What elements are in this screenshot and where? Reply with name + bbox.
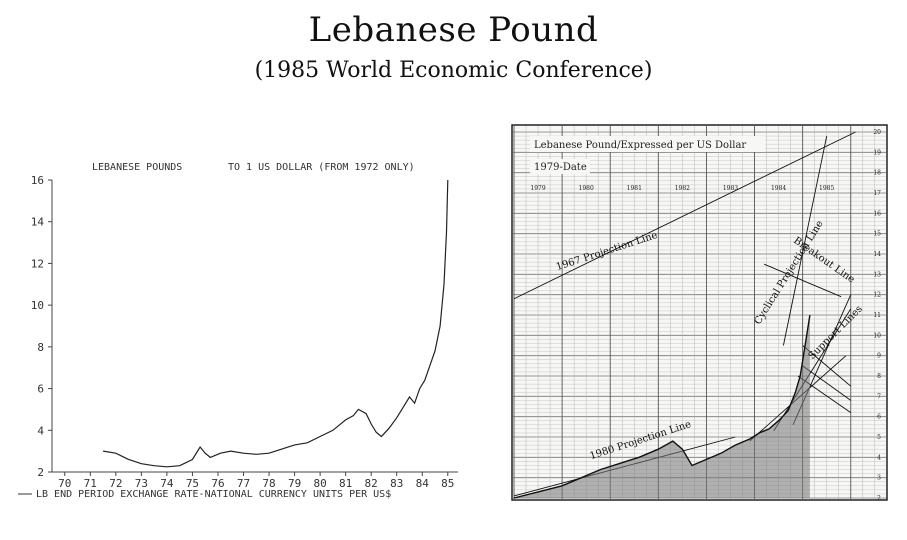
right-chart-title: Lebanese Pound/Expressed per US Dollar: [534, 140, 746, 151]
right-y-tick-label: 10: [873, 332, 881, 339]
left-x-tick-label: 80: [313, 477, 326, 490]
right-y-tick-label: 14: [873, 251, 881, 258]
left-x-tick-label: 72: [109, 477, 122, 490]
right-y-tick-label: 7: [877, 393, 881, 400]
left-x-tick-label: 83: [390, 477, 403, 490]
right-y-tick-label: 13: [873, 271, 881, 278]
left-x-tick-label: 79: [288, 477, 301, 490]
left-exchange-rate-chart: LEBANESE POUNDS TO 1 US DOLLAR (FROM 197…: [18, 162, 458, 500]
right-y-tick-label: 20: [873, 129, 881, 136]
left-series-line: [103, 179, 449, 468]
right-y-tick-label: 11: [873, 312, 881, 319]
right-y-tick-label: 18: [873, 170, 881, 177]
left-y-tick-label: 4: [37, 424, 44, 437]
right-trend-line: [802, 345, 852, 387]
right-chart-subtitle: 1979-Date: [534, 162, 587, 173]
right-series-line: [513, 314, 811, 499]
left-y-tick-label: 6: [37, 383, 44, 396]
right-x-tick-label: 1980: [579, 185, 594, 192]
right-x-tick-label: 1984: [771, 185, 786, 192]
left-x-tick-label: 70: [58, 477, 71, 490]
left-x-tick-label: 71: [84, 477, 97, 490]
right-exchange-rate-chart: 2 3 4 5 6 7 8 9 10 11 12 13 14 15 16 17 18 19 20 1979 1980 1…: [511, 124, 888, 502]
right-x-tick-label: 1985: [819, 185, 834, 192]
right-y-tick-label: 19: [873, 149, 881, 156]
right-y-tick-label: 12: [873, 292, 881, 299]
left-y-tick-label: 12: [31, 257, 44, 270]
left-legend-text: LB END PERIOD EXCHANGE RATE-NATIONAL CUR…: [36, 489, 391, 500]
left-x-tick-label: 75: [186, 477, 199, 490]
left-x-tick-label: 76: [211, 477, 224, 490]
right-series-area: [514, 315, 810, 498]
right-trend-line: [513, 131, 856, 300]
right-trend-line: [763, 263, 842, 298]
left-y-tick-label: 8: [37, 341, 44, 354]
right-y-tick-label: 17: [873, 190, 881, 197]
right-x-tick-label: 1983: [723, 185, 738, 192]
right-trend-line: [773, 308, 852, 432]
right-y-tick-label: 4: [877, 454, 881, 461]
right-chart-frame: [511, 124, 888, 501]
right-x-tick-label: 1979: [530, 185, 545, 192]
left-y-tick-label: 16: [31, 174, 44, 187]
left-y-tick-label: 10: [31, 299, 44, 312]
right-y-tick-label: 5: [877, 434, 881, 441]
left-x-tick-label: 85: [441, 477, 454, 490]
page-title: Lebanese Pound: [308, 10, 599, 50]
left-x-tick-label: 84: [416, 477, 430, 490]
right-y-tick-label: 9: [877, 353, 881, 360]
right-y-tick-label: 8: [877, 373, 881, 380]
right-trend-line: [782, 135, 828, 346]
right-y-tick-label: 3: [877, 475, 881, 482]
right-x-tick-label: 1981: [627, 185, 642, 192]
left-x-tick-label: 74: [160, 477, 174, 490]
right-x-tick-label: 1982: [675, 185, 690, 192]
right-y-tick-label: 6: [877, 414, 881, 421]
left-y-tick-label: 14: [31, 216, 45, 229]
right-trend-line: [802, 365, 852, 401]
left-x-tick-label: 78: [262, 477, 275, 490]
right-y-tick-label: 15: [873, 231, 881, 238]
left-x-tick-label: 82: [365, 477, 378, 490]
left-x-tick-label: 77: [237, 477, 250, 490]
page-subtitle: (1985 World Economic Conference): [254, 58, 653, 83]
right-y-tick-label: 16: [873, 210, 881, 217]
left-x-tick-label: 73: [135, 477, 148, 490]
left-chart-title: LEBANESE POUNDS: [92, 162, 182, 173]
left-x-tick-label: 81: [339, 477, 352, 490]
left-chart-subtitle: TO 1 US DOLLAR (FROM 1972 ONLY): [228, 162, 415, 173]
right-y-tick-label: 2: [877, 495, 881, 502]
left-y-tick-label: 2: [37, 466, 44, 479]
